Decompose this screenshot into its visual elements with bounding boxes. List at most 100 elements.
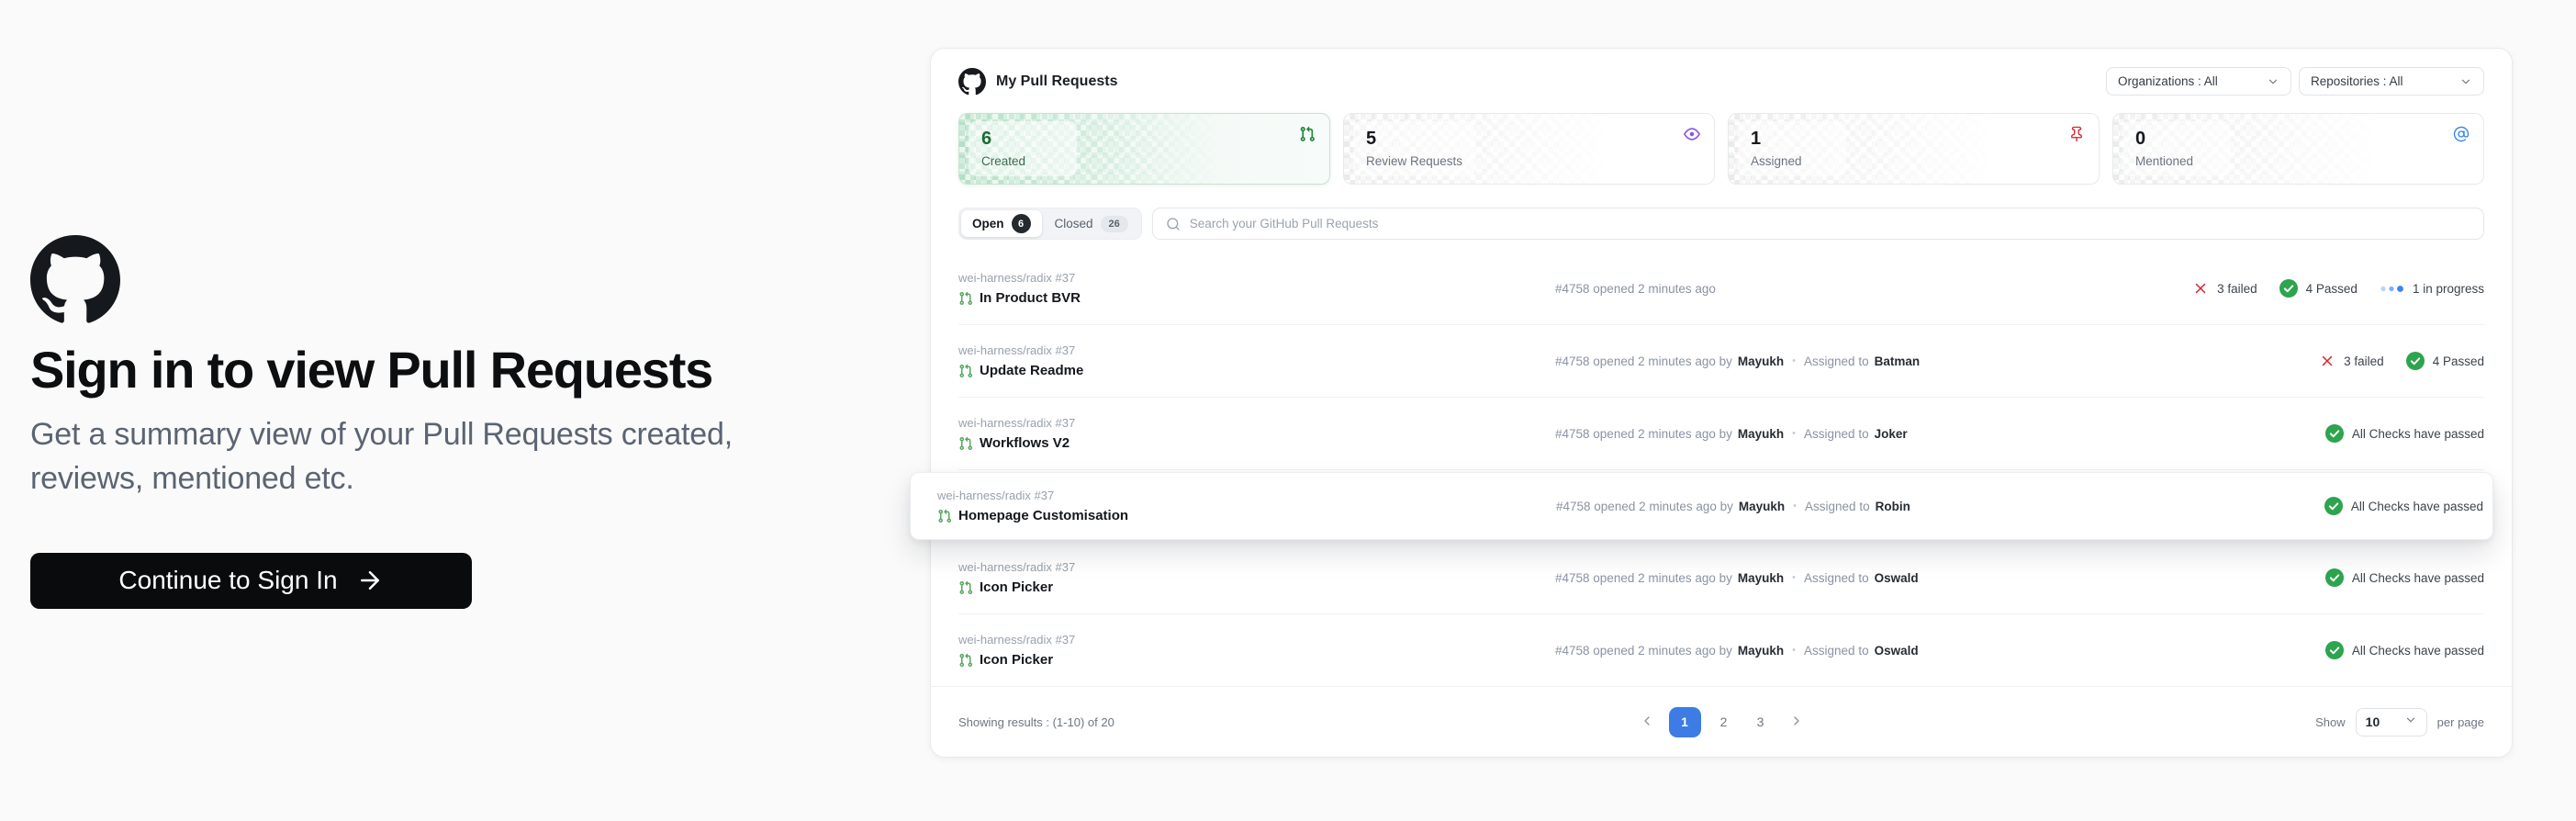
pull-request-row[interactable]: wei-harness/radix #37 Icon Picker #4758 … [958, 542, 2484, 613]
tab-label: Open [972, 217, 1004, 231]
pr-title: Icon Picker [980, 652, 1054, 668]
pull-request-row[interactable]: wei-harness/radix #37 Homepage Customisa… [910, 472, 2493, 540]
pagination-page-button[interactable]: 1 [1668, 706, 1701, 737]
pr-row-left: wei-harness/radix #37 Update Readme [958, 343, 1555, 378]
pr-check-label: All Checks have passed [2350, 499, 2483, 513]
pr-meta-part: Assigned to [1805, 499, 1870, 513]
pr-title-line: Icon Picker [958, 579, 1555, 595]
stat-card[interactable]: 5 Review Requests [1343, 113, 1715, 185]
organizations-filter-value: Organizations : All [2118, 74, 2218, 88]
tab-label: Closed [1054, 217, 1093, 231]
pr-meta-part: Oswald [1874, 570, 1919, 585]
arrow-right-icon [356, 567, 384, 594]
search-input[interactable] [1189, 217, 2470, 231]
pr-meta: #4758 opened 2 minutes ago by Mayukh • Assi… [1555, 427, 2325, 441]
card-footer: Showing results : (1-10) of 20 1 2 3 Sho… [931, 686, 2512, 757]
git-pull-request-icon [937, 509, 952, 523]
pr-check-status: All Checks have passed [2324, 497, 2483, 515]
check-circle-icon [2405, 352, 2425, 370]
pull-request-row-wrap: wei-harness/radix #37 Icon Picker #4758 … [958, 542, 2484, 614]
tab-group: Open 6 Closed 26 [958, 208, 1142, 240]
pr-row-left: wei-harness/radix #37 Homepage Customisa… [937, 489, 1556, 523]
pagination: 1 2 3 [1634, 706, 1809, 737]
github-logo-icon [30, 235, 120, 325]
pr-check-status: All Checks have passed [2324, 424, 2484, 443]
x-icon [2319, 353, 2335, 369]
pr-check-status: 3 failed [2192, 280, 2257, 297]
stat-value: 1 [1751, 129, 1762, 149]
repositories-filter-value: Repositories : All [2311, 74, 2403, 88]
pr-meta-part: Assigned to [1804, 426, 1869, 441]
card-title: My Pull Requests [996, 73, 1118, 89]
pr-meta-part: Assigned to [1804, 570, 1869, 585]
pr-check-label: 4 Passed [2432, 354, 2484, 368]
tab-count-badge: 26 [1100, 215, 1128, 232]
pr-meta-part: Assigned to [1804, 643, 1869, 658]
search-bar [1151, 208, 2484, 240]
pr-check-label: All Checks have passed [2351, 570, 2484, 585]
pull-request-row[interactable]: wei-harness/radix #37 Update Readme #475… [958, 325, 2484, 397]
pr-repo-ref: wei-harness/radix #37 [958, 271, 1076, 285]
pr-status: All Checks have passed [2324, 641, 2484, 659]
pr-title: Workflows V2 [980, 435, 1070, 451]
check-circle-icon [2324, 568, 2344, 587]
stat-card[interactable]: 1 Assigned [1728, 113, 2100, 185]
check-circle-icon [2324, 424, 2344, 443]
pin-icon [2068, 126, 2085, 142]
pr-state-tab[interactable]: Open 6 [961, 210, 1042, 237]
per-page-suffix: per page [2436, 714, 2484, 729]
pagination-page-button[interactable]: 3 [1747, 708, 1775, 737]
pr-meta: #4758 opened 2 minutes ago by Mayukh • Assi… [1556, 500, 2324, 513]
mention-icon [2453, 126, 2470, 142]
chevron-down-icon [2459, 75, 2472, 88]
pr-meta-part: #4758 opened 2 minutes ago by [1555, 570, 1732, 585]
tab-count-badge: 6 [1011, 214, 1031, 233]
pr-state-tab[interactable]: Closed 26 [1044, 210, 1139, 237]
pr-meta: #4758 opened 2 minutes ago by Mayukh • Assi… [1555, 644, 2325, 658]
per-page-value: 10 [2365, 714, 2380, 729]
pr-meta: #4758 opened 2 minutes ago by Mayukh • Assi… [1555, 571, 2325, 585]
pagination-next-button[interactable] [1784, 709, 1809, 735]
stat-value: 5 [1366, 129, 1377, 149]
pr-meta-part: #4758 opened 2 minutes ago by [1556, 499, 1733, 513]
stat-label: Assigned [1751, 154, 1802, 168]
pull-request-row[interactable]: wei-harness/radix #37 Icon Picker #4758 … [958, 614, 2484, 686]
pr-check-status: All Checks have passed [2324, 568, 2484, 587]
stat-value: 0 [2135, 129, 2146, 149]
progress-dots-icon [2380, 285, 2404, 293]
pr-meta-part: Mayukh [1737, 426, 1785, 441]
pr-row-left: wei-harness/radix #37 Icon Picker [958, 633, 1555, 668]
pr-check-label: 3 failed [2217, 281, 2257, 296]
per-page-select[interactable]: 10 [2355, 707, 2427, 737]
stat-card-content: 6 Created [969, 121, 1077, 176]
pull-request-row[interactable]: wei-harness/radix #37 In Product BVR #47… [958, 253, 2484, 324]
continue-signin-button[interactable]: Continue to Sign In [30, 552, 472, 609]
pr-meta-part: Mayukh [1737, 570, 1785, 585]
pr-meta-part: • [1792, 645, 1797, 656]
pr-title-line: Update Readme [958, 363, 1555, 378]
pr-title: In Product BVR [980, 290, 1081, 306]
pagination-page-button[interactable]: 2 [1710, 708, 1738, 737]
pr-meta-part: • [1792, 572, 1797, 583]
chevron-right-icon [1789, 714, 1804, 731]
pr-check-status: 4 Passed [2279, 279, 2358, 298]
continue-signin-label: Continue to Sign In [118, 566, 338, 595]
stat-value: 6 [981, 129, 992, 149]
pagination-prev-button[interactable] [1634, 709, 1660, 735]
pr-meta-part: #4758 opened 2 minutes ago by [1555, 354, 1732, 368]
repositories-filter-select[interactable]: Repositories : All [2299, 67, 2484, 96]
pr-meta-part: Mayukh [1737, 643, 1785, 658]
stat-card[interactable]: 6 Created [958, 113, 1330, 185]
organizations-filter-select[interactable]: Organizations : All [2106, 67, 2291, 96]
stat-card[interactable]: 0 Mentioned [2112, 113, 2484, 185]
card-header: My Pull Requests Organizations : All Rep… [931, 49, 2512, 96]
pr-check-label: 3 failed [2344, 354, 2384, 368]
chevron-down-icon [2267, 75, 2279, 88]
pull-request-row[interactable]: wei-harness/radix #37 Workflows V2 #4758… [958, 398, 2484, 469]
stat-label: Created [981, 154, 1026, 168]
pr-status: All Checks have passed [2324, 497, 2483, 515]
pr-meta-part: Mayukh [1737, 354, 1785, 368]
git-pull-request-icon [958, 580, 973, 595]
signin-panel: Sign in to view Pull Requests Get a summ… [30, 235, 875, 609]
